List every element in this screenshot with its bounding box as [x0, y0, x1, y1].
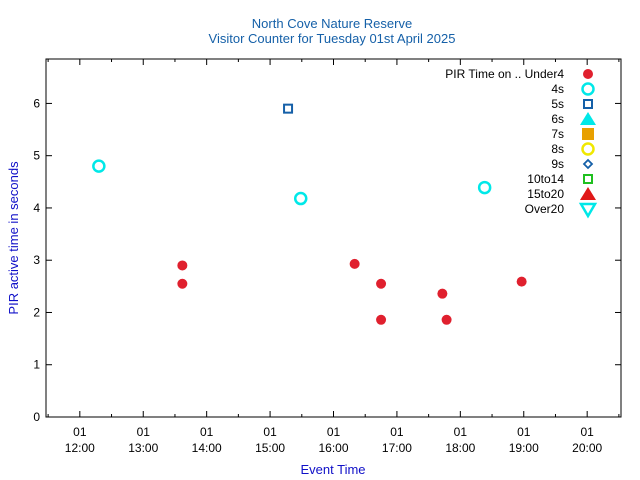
- legend-marker: [581, 82, 595, 96]
- y-tick-label: 4: [33, 201, 40, 215]
- y-tick-label: 2: [33, 305, 40, 319]
- legend-label: 4s: [551, 82, 564, 96]
- y-axis-label: PIR active time in seconds: [6, 161, 21, 315]
- legend-marker: [578, 202, 598, 219]
- y-tick-label: 6: [33, 96, 40, 110]
- y-tick-label: 5: [33, 149, 40, 163]
- chart-subtitle: Visitor Counter for Tuesday 01st April 2…: [209, 31, 456, 46]
- x-tick-label-hour: 18:00: [445, 441, 475, 455]
- legend-marker: [580, 187, 596, 200]
- legend-marker: [583, 69, 593, 79]
- x-tick-label-day: 01: [517, 425, 531, 439]
- data-point: [293, 191, 308, 206]
- legend-label: 10to14: [527, 172, 564, 186]
- x-tick-label-hour: 12:00: [65, 441, 95, 455]
- data-point: [477, 180, 492, 195]
- x-tick-label-hour: 19:00: [509, 441, 539, 455]
- legend: PIR Time on .. Under44s5s6s7s8s9s10to141…: [445, 67, 598, 219]
- data-point: [437, 288, 448, 299]
- legend-marker: [582, 158, 594, 170]
- legend-marker: [581, 142, 595, 156]
- legend-label: 9s: [551, 157, 564, 171]
- x-axis: 01 12:00 01 13:00 01 14:00 01 15:00 01 16:00 01 17:…: [47, 59, 620, 455]
- data-point: [177, 260, 188, 271]
- legend-label: 7s: [551, 127, 564, 141]
- x-tick-label-day: 01: [137, 425, 151, 439]
- legend-label: 5s: [551, 97, 564, 111]
- x-tick-label-hour: 17:00: [382, 441, 412, 455]
- data-point: [516, 276, 527, 287]
- x-tick-label-day: 01: [263, 425, 277, 439]
- data-point: [177, 278, 188, 289]
- x-tick-label-day: 01: [390, 425, 404, 439]
- legend-label: Over20: [525, 202, 565, 216]
- y-tick-label: 0: [33, 410, 40, 424]
- legend-marker: [583, 99, 593, 109]
- legend-marker: [583, 174, 593, 184]
- y-tick-label: 1: [33, 358, 40, 372]
- data-point: [376, 314, 387, 325]
- x-tick-label-hour: 14:00: [192, 441, 222, 455]
- x-tick-label-day: 01: [200, 425, 214, 439]
- x-tick-label-hour: 20:00: [572, 441, 602, 455]
- x-tick-label-day: 01: [327, 425, 341, 439]
- data-point: [441, 314, 452, 325]
- x-tick-label-day: 01: [73, 425, 87, 439]
- data-point: [283, 103, 294, 114]
- x-tick-label-hour: 15:00: [255, 441, 285, 455]
- legend-label: PIR Time on .. Under4: [445, 67, 564, 81]
- data-point: [376, 278, 387, 289]
- y-axis: 0 1 2 3 4 5 6: [33, 96, 621, 424]
- x-tick-label-day: 01: [580, 425, 594, 439]
- legend-label: 15to20: [527, 187, 564, 201]
- x-tick-label-hour: 13:00: [128, 441, 158, 455]
- legend-marker: [580, 112, 596, 125]
- data-point: [349, 258, 360, 269]
- x-tick-label-hour: 16:00: [318, 441, 348, 455]
- data-point: [92, 159, 106, 173]
- y-tick-label: 3: [33, 253, 40, 267]
- plot-area-frame: [45, 58, 622, 418]
- legend-label: 8s: [551, 142, 564, 156]
- legend-label: 6s: [551, 112, 564, 126]
- chart-title: North Cove Nature Reserve: [252, 16, 412, 31]
- x-axis-label: Event Time: [300, 462, 365, 477]
- legend-marker: [582, 128, 594, 140]
- x-tick-label-day: 01: [454, 425, 468, 439]
- data-points: [92, 103, 527, 325]
